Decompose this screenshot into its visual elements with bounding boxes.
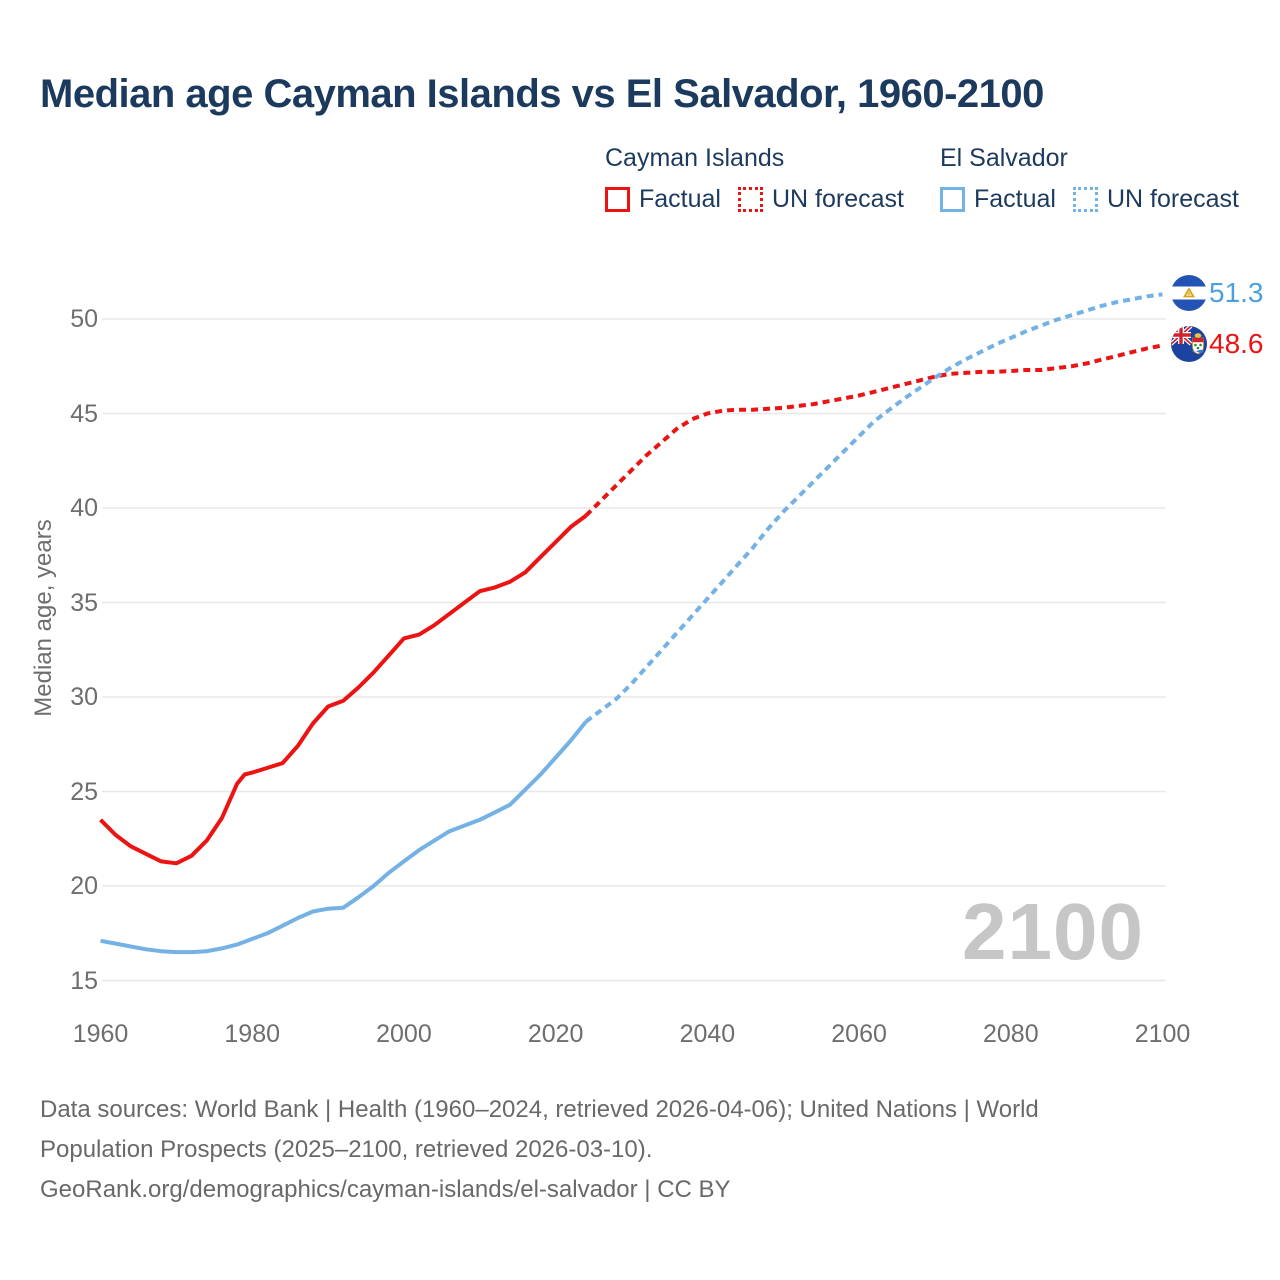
- x-tick-label-1960: 1960: [72, 1020, 129, 1048]
- legend-item-label: UN forecast: [1106, 185, 1239, 213]
- series-salvador-forecast: [584, 292, 1163, 724]
- end-value-cayman-islands: 48.6: [1209, 328, 1264, 359]
- x-tick-label-2100: 2100: [1134, 1020, 1191, 1048]
- series-cayman-factual: [99, 513, 588, 866]
- x-tick-label-2080: 2080: [983, 1020, 1039, 1048]
- series-cayman-forecast: [584, 343, 1163, 518]
- footer-attribution: GeoRank.org/demographics/cayman-islands/…: [40, 1176, 731, 1203]
- y-tick-label-30: 30: [70, 683, 98, 711]
- end-value-el-salvador: 51.3: [1209, 277, 1264, 308]
- x-tick-label-1980: 1980: [224, 1020, 281, 1048]
- legend-group-title-salvador: El Salvador: [940, 144, 1068, 172]
- legend-item-salvador-factual: Factual: [940, 185, 1056, 214]
- legend-item-label: Factual: [639, 185, 721, 213]
- cayman-islands-flag-icon: [1171, 326, 1207, 362]
- cayman-forecast-swatch-icon: [737, 187, 763, 212]
- footer-sources-line-1: Data sources: World Bank | Health (1960–…: [40, 1096, 1039, 1123]
- y-tick-label-50: 50: [70, 305, 98, 333]
- y-tick-label-35: 35: [70, 588, 98, 617]
- footer-sources-line-2: Population Prospects (2025–2100, retriev…: [40, 1136, 653, 1163]
- page-title: Median age Cayman Islands vs El Salvador…: [40, 72, 1044, 116]
- legend-item-label: UN forecast: [771, 185, 904, 213]
- salvador-factual-swatch-icon: [940, 187, 965, 212]
- y-tick-label-15: 15: [70, 966, 98, 995]
- y-tick-label-40: 40: [70, 494, 98, 522]
- footer: Data sources: World Bank | Health (1960–…: [40, 1090, 1039, 1210]
- el-salvador-flag-icon: [1171, 275, 1207, 311]
- x-tick-label-2020: 2020: [527, 1020, 584, 1048]
- watermark-year: 2100: [962, 887, 1144, 976]
- legend-item-label: Factual: [974, 185, 1056, 213]
- y-tick-label-20: 20: [70, 872, 98, 900]
- legend-salvador: Factual UN forecast: [940, 185, 1239, 214]
- legend-item-cayman-factual: Factual: [605, 185, 721, 214]
- x-tick-label-2060: 2060: [831, 1020, 887, 1048]
- cayman-factual-swatch-icon: [605, 187, 630, 212]
- x-tick-label-2040: 2040: [679, 1020, 736, 1048]
- x-tick-label-2000: 2000: [376, 1020, 432, 1048]
- y-tick-label-45: 45: [70, 399, 98, 428]
- legend-item-salvador-forecast: UN forecast: [1072, 185, 1239, 214]
- legend-group-title-cayman: Cayman Islands: [605, 144, 785, 172]
- series-salvador-factual: [100, 720, 588, 955]
- salvador-forecast-swatch-icon: [1072, 187, 1098, 212]
- y-tick-label-25: 25: [70, 777, 98, 806]
- legend-cayman: Factual UN forecast: [605, 185, 904, 214]
- legend-item-cayman-forecast: UN forecast: [737, 185, 904, 214]
